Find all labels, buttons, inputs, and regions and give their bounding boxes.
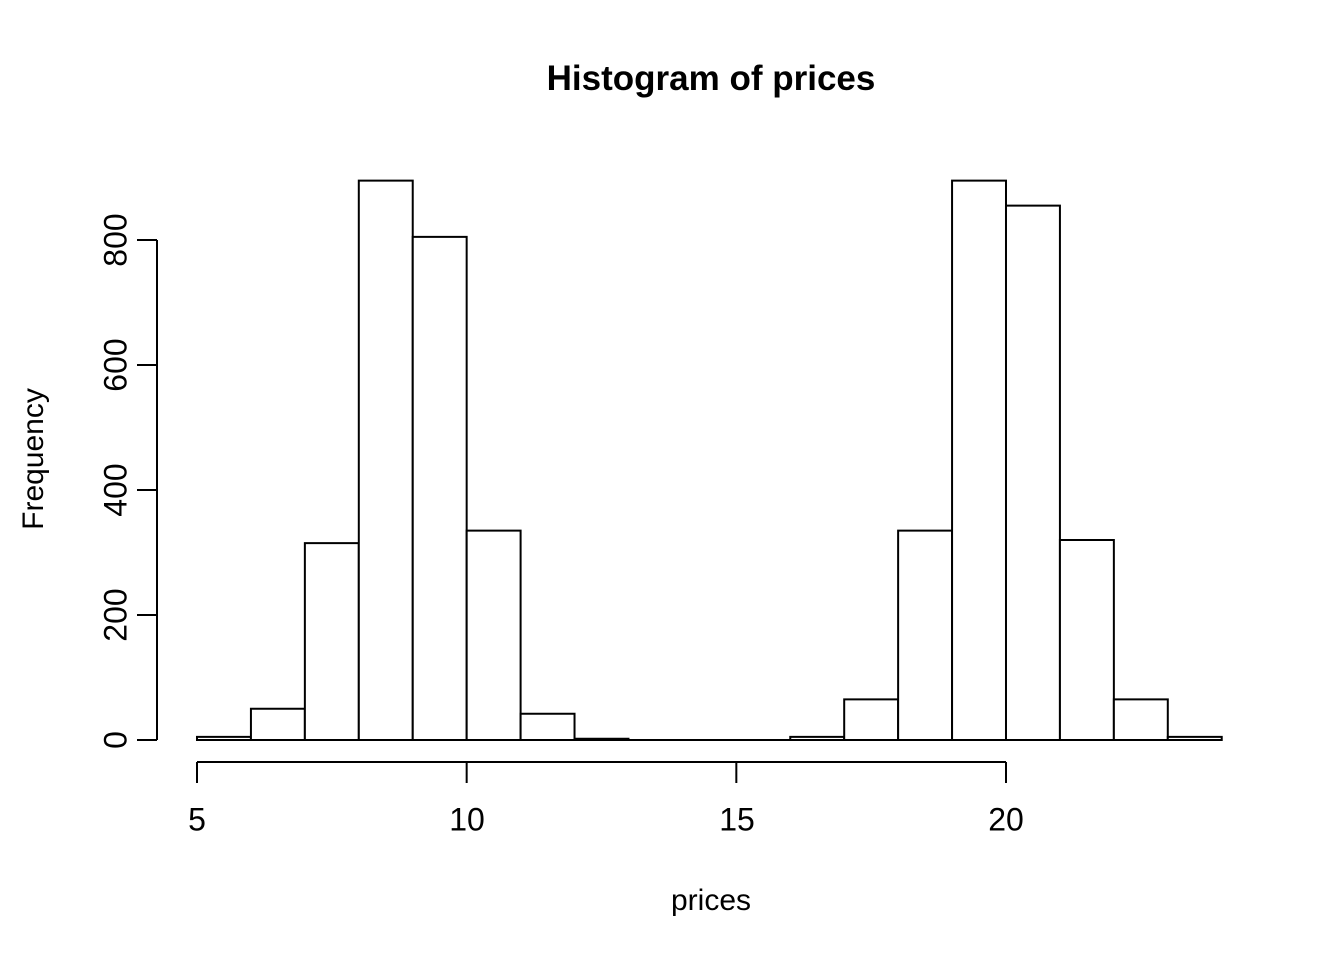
y-tick-label-600: 600 [97, 338, 134, 392]
x-tick-label-5: 5 [188, 801, 206, 838]
y-tick-label-800: 800 [97, 213, 134, 267]
histogram-bar-17-18 [843, 698, 900, 741]
histogram-bar-6-7 [249, 707, 306, 741]
x-axis-label: prices [670, 884, 752, 917]
histogram-bar-18-19 [897, 529, 954, 741]
histogram-bar-16-17 [789, 735, 846, 741]
histogram-bar-12-13 [573, 737, 630, 741]
histogram-bar-7-8 [303, 542, 360, 741]
y-tick-label-400: 400 [97, 463, 134, 517]
histogram-bar-21-22 [1058, 539, 1115, 741]
histogram-bar-19-20 [951, 179, 1007, 741]
y-tick-label-0: 0 [97, 731, 134, 749]
y-axis-label: Frequency [17, 388, 50, 530]
histogram-bar-5-6 [196, 735, 252, 741]
histogram-bar-9-10 [411, 235, 468, 741]
x-tick-label-15: 15 [719, 801, 755, 838]
histogram-bar-11-12 [519, 712, 576, 741]
histogram-bar-10-11 [465, 529, 522, 741]
histogram-bar-22-23 [1112, 698, 1169, 741]
chart-title: Histogram of prices [546, 59, 876, 98]
x-tick-label-20: 20 [988, 801, 1024, 838]
y-tick-label-200: 200 [97, 588, 134, 642]
x-tick-label-10: 10 [449, 801, 485, 838]
histogram-bar-23-24 [1166, 735, 1223, 741]
histogram-bar-20-21 [1004, 204, 1061, 741]
histogram-bar-8-9 [357, 179, 414, 741]
